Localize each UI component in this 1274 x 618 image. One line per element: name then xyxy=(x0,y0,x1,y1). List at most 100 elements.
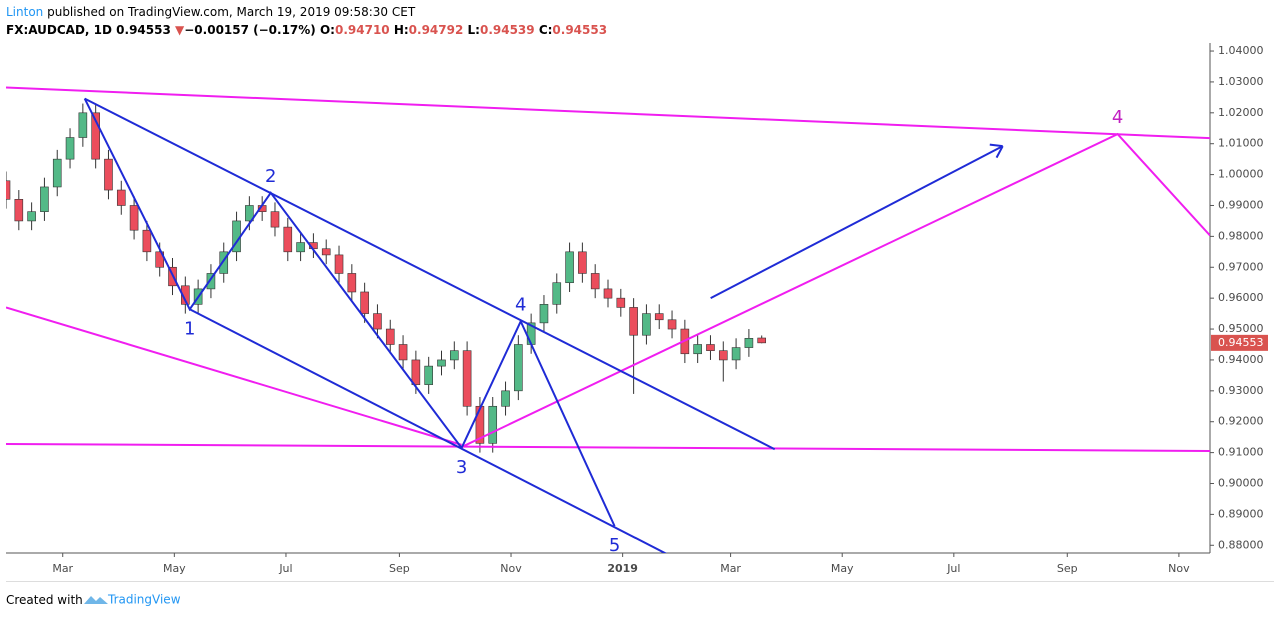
symbol-line: FX:AUDCAD, 1D 0.94553 ▼−0.00157 (−0.17%)… xyxy=(6,23,607,37)
y-tick-label: 0.93000 xyxy=(1218,384,1264,397)
published: published on TradingView.com, March 19, … xyxy=(43,5,416,19)
trend-line xyxy=(83,98,616,527)
symbol: FX:AUDCAD, 1D xyxy=(6,23,112,37)
footer: Created with xyxy=(6,593,83,607)
candle-body xyxy=(514,344,523,392)
y-tick-label: 0.92000 xyxy=(1218,415,1264,428)
candle-body xyxy=(14,199,24,222)
o-label: O: xyxy=(320,23,335,37)
candle-body xyxy=(78,112,88,138)
candle-body xyxy=(385,328,395,345)
candle-body xyxy=(65,137,75,160)
wave-label: 1 xyxy=(184,318,195,339)
candle-body xyxy=(565,251,574,284)
y-tick-label: 1.04000 xyxy=(1218,44,1264,57)
author: Linton xyxy=(6,5,43,19)
candle-body xyxy=(129,205,139,231)
candle-body xyxy=(731,347,741,361)
open: 0.94710 xyxy=(335,23,390,37)
change: −0.00157 (−0.17%) xyxy=(184,23,316,37)
candle-body xyxy=(116,189,126,206)
candle-body xyxy=(411,359,421,385)
candle-body xyxy=(437,359,446,367)
x-tick-label: Jul xyxy=(278,562,292,575)
candle-body xyxy=(693,344,702,355)
candle-body xyxy=(40,186,49,212)
candle-body xyxy=(181,285,190,305)
y-tick-label: 1.01000 xyxy=(1218,137,1264,150)
y-tick-label: 0.88000 xyxy=(1218,538,1264,551)
wave-label: 2 xyxy=(265,166,276,187)
candle-body xyxy=(104,158,113,191)
candle-body xyxy=(6,180,11,200)
created: Created with xyxy=(6,593,83,607)
l-label: L: xyxy=(468,23,480,37)
trend-line xyxy=(461,132,1210,448)
c-label: C: xyxy=(539,23,553,37)
candle-body xyxy=(360,291,369,314)
x-tick-label: Sep xyxy=(1057,562,1078,575)
close: 0.94553 xyxy=(552,23,607,37)
candle-body xyxy=(616,297,626,308)
candle-body xyxy=(334,254,344,274)
separator xyxy=(6,581,1274,582)
candle-body xyxy=(245,205,254,222)
x-tick-label: May xyxy=(831,562,854,575)
trend-line xyxy=(189,308,668,553)
candle-body xyxy=(667,319,677,330)
y-tick-label: 0.96000 xyxy=(1218,291,1264,304)
y-tick-label: 0.99000 xyxy=(1218,198,1264,211)
publish-line: Linton published on TradingView.com, Mar… xyxy=(6,5,416,19)
candle-body xyxy=(398,344,408,361)
x-tick-label: May xyxy=(163,562,186,575)
low: 0.94539 xyxy=(480,23,535,37)
logo xyxy=(84,596,108,604)
wave-label: 4 xyxy=(1112,107,1123,128)
candle-body xyxy=(718,350,728,361)
price-tag xyxy=(1211,334,1268,351)
candle-body xyxy=(373,313,382,330)
candle-body xyxy=(449,350,459,361)
h-label: H: xyxy=(394,23,409,37)
arrow-head xyxy=(995,145,1004,159)
x-tick-label: Nov xyxy=(1168,562,1190,575)
y-tick-label: 1.02000 xyxy=(1218,106,1264,119)
candle-body xyxy=(629,307,638,336)
y-tick-label: 1.03000 xyxy=(1218,75,1264,88)
candle-body xyxy=(552,282,562,305)
candle-body xyxy=(321,248,331,256)
x-tick-label: 2019 xyxy=(607,562,638,575)
trend-line xyxy=(84,97,776,451)
x-tick-label: Mar xyxy=(52,562,73,575)
brand: TradingView xyxy=(107,593,181,607)
trend-line xyxy=(6,306,462,446)
candle-body xyxy=(27,211,36,222)
candle-body xyxy=(539,304,549,324)
candle-body xyxy=(488,405,498,444)
y-tick-label: 0.97000 xyxy=(1218,260,1264,273)
candle-body xyxy=(142,229,152,253)
change-arrow: ▼ xyxy=(175,23,185,37)
candle-body xyxy=(603,288,613,299)
y-tick-label: 1.00000 xyxy=(1218,168,1264,181)
x-tick-label: Nov xyxy=(500,562,522,575)
candle-body xyxy=(296,242,305,253)
candle-body xyxy=(462,350,472,407)
y-tick-label: 0.91000 xyxy=(1218,446,1264,459)
trend-line xyxy=(6,442,1210,453)
candle-body xyxy=(501,390,510,407)
candle-body xyxy=(654,313,664,321)
candle-body xyxy=(283,226,293,253)
candle-body xyxy=(706,344,715,351)
candle-body xyxy=(91,112,100,160)
candle-body xyxy=(206,273,216,290)
trend-line xyxy=(6,86,1210,140)
candle-body xyxy=(52,158,62,188)
price-tag-label: 0.94553 xyxy=(1218,336,1264,349)
y-tick-label: 0.89000 xyxy=(1218,507,1264,520)
y-tick-label: 0.94000 xyxy=(1218,353,1264,366)
candle-body xyxy=(744,338,754,348)
candle-body xyxy=(347,273,357,293)
x-tick-label: Jul xyxy=(946,562,960,575)
